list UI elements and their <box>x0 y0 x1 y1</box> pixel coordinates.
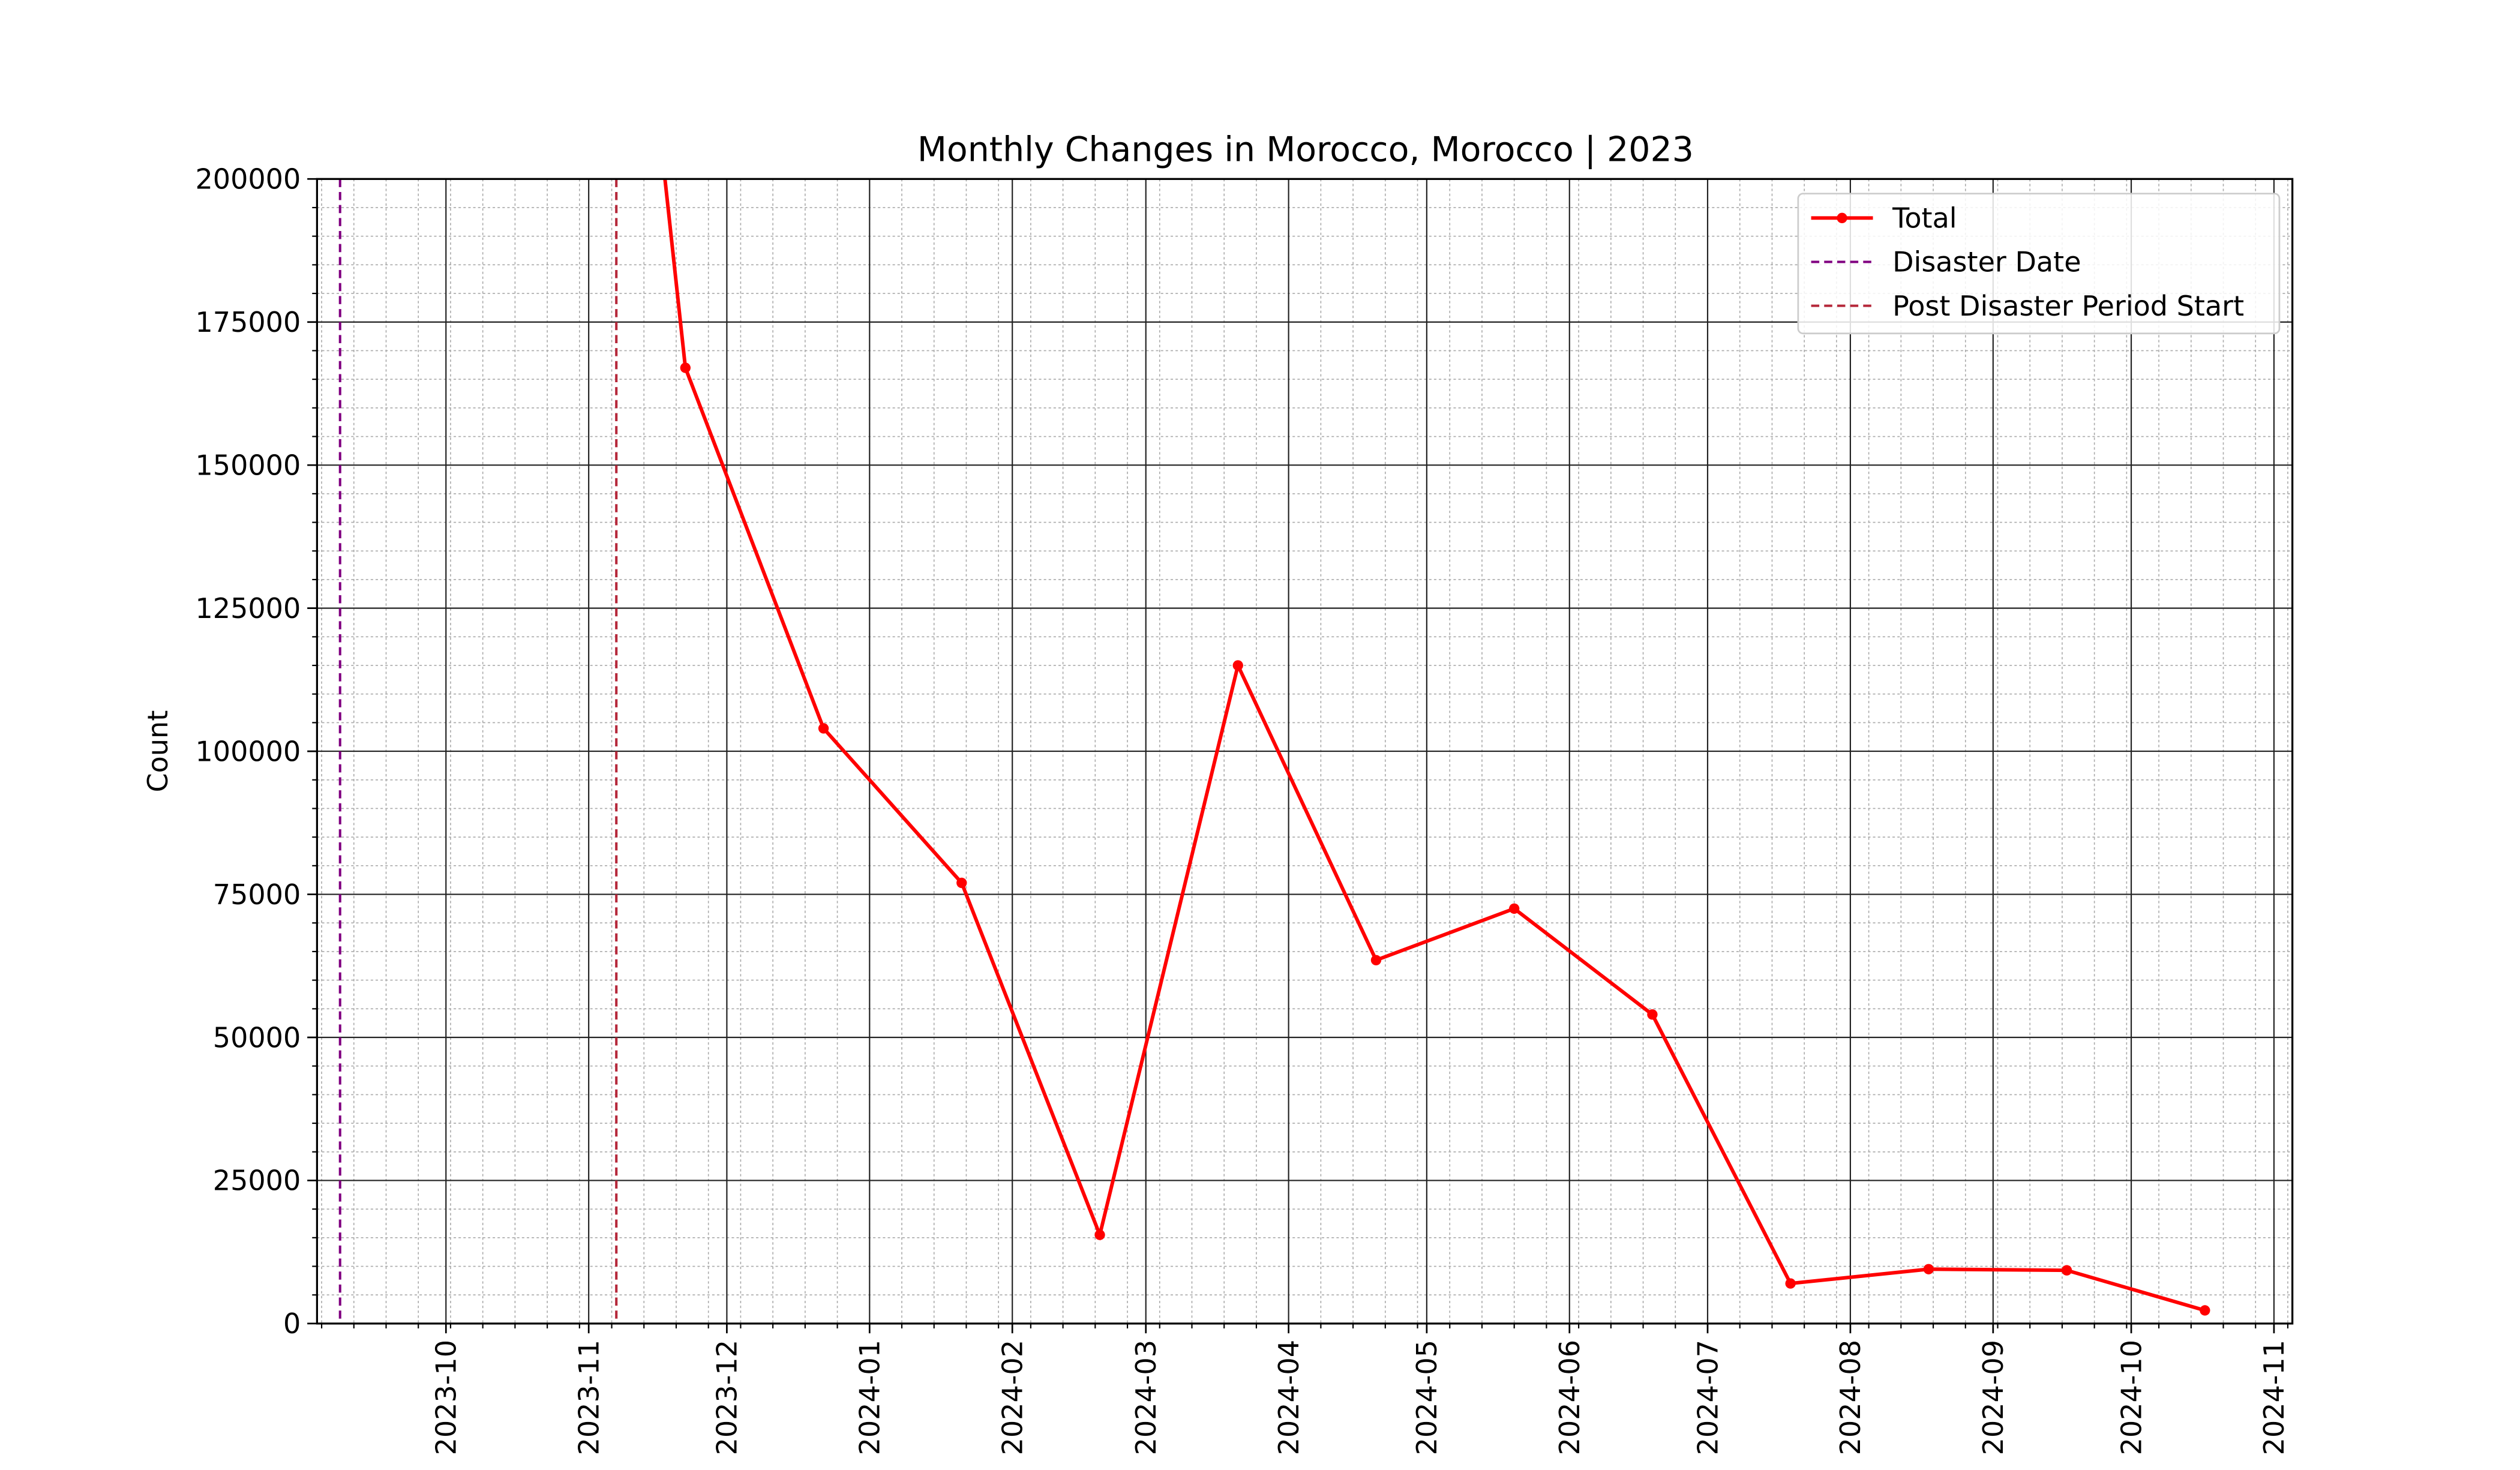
x-tick-label: 2024-10 <box>2115 1340 2147 1455</box>
y-tick-label: 0 <box>283 1307 301 1340</box>
y-tick-label: 200000 <box>196 163 301 196</box>
data-point <box>1923 1264 1934 1274</box>
y-tick-label: 50000 <box>213 1021 301 1054</box>
x-tick-label: 2024-08 <box>1834 1340 1867 1455</box>
x-tick-label: 2024-01 <box>854 1340 886 1455</box>
data-point <box>818 723 829 734</box>
x-tick-label: 2024-04 <box>1273 1340 1305 1455</box>
y-tick-label: 175000 <box>196 306 301 338</box>
data-point <box>1785 1278 1796 1289</box>
legend-label: Total <box>1892 202 1957 235</box>
y-tick-label: 125000 <box>196 592 301 625</box>
data-point <box>2061 1265 2072 1276</box>
axes: 0 25000 50000 75000 100000 125000 150000 175000… <box>196 163 2291 1456</box>
x-tick-label: 2024-03 <box>1130 1340 1162 1455</box>
chart-title: Monthly Changes in Morocco, Morocco | 20… <box>917 130 1694 169</box>
data-point <box>956 877 967 889</box>
legend-box <box>1797 193 2281 335</box>
data-point <box>1509 903 1520 914</box>
data-point <box>1232 660 1243 671</box>
x-tick-label: 2024-11 <box>2258 1340 2290 1455</box>
x-tick-label: 2023-12 <box>711 1340 743 1455</box>
x-tick-label: 2024-07 <box>1691 1340 1724 1455</box>
legend-label: Disaster Date <box>1892 246 2081 278</box>
x-tick-label: 2024-02 <box>996 1340 1028 1455</box>
plot-area <box>338 179 2210 1324</box>
legend: Total Disaster Date Post Disaster Period S… <box>1797 193 2281 335</box>
y-axis-label: Count <box>142 710 174 793</box>
x-tick-label: 2024-06 <box>1553 1340 1586 1455</box>
x-tick-label: 2023-11 <box>572 1340 605 1455</box>
data-point <box>680 362 691 373</box>
x-tick-label: 2023-10 <box>430 1340 463 1455</box>
legend-marker <box>1837 212 1847 223</box>
legend-label: Post Disaster Period Start <box>1892 290 2244 322</box>
y-tick-label: 100000 <box>196 735 301 767</box>
grid <box>317 178 2293 1324</box>
x-tick-label: 2024-09 <box>1977 1340 2009 1455</box>
data-point <box>1647 1009 1658 1020</box>
data-point <box>2200 1305 2210 1316</box>
y-tick-label: 150000 <box>196 449 301 481</box>
y-tick-label: 25000 <box>213 1165 301 1197</box>
data-point <box>1094 1229 1105 1240</box>
x-tick-label: 2024-05 <box>1411 1340 1443 1455</box>
y-tick-label: 75000 <box>213 878 301 911</box>
data-point <box>1370 955 1382 965</box>
